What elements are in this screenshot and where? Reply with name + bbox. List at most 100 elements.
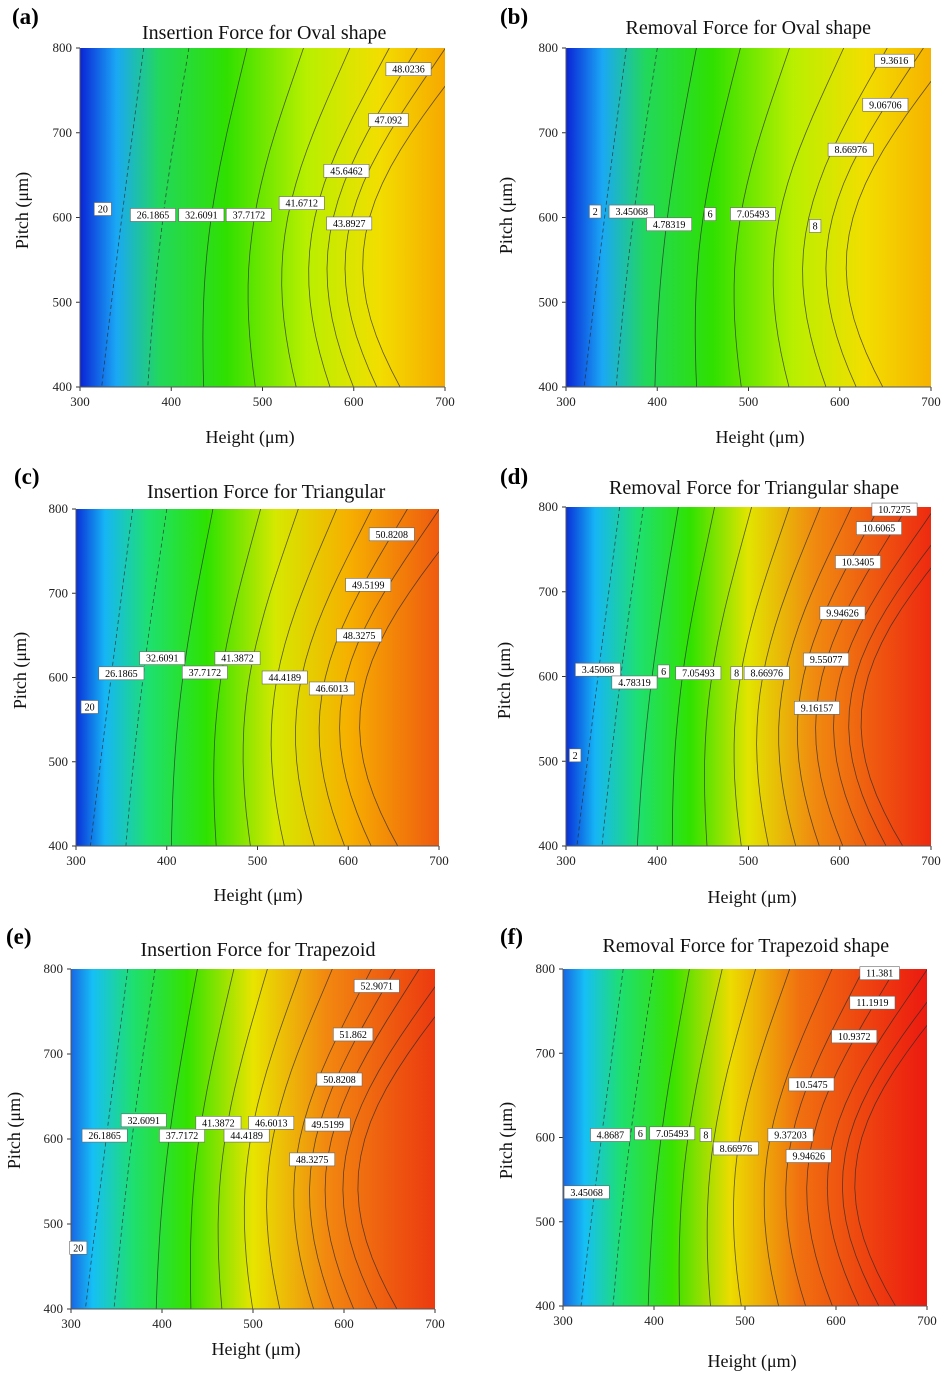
svg-text:32.6091: 32.6091 [185, 210, 218, 221]
x-tick-label: 700 [917, 1313, 937, 1328]
y-tick-label: 400 [44, 1301, 64, 1316]
contour-label: 9.06706 [862, 97, 909, 112]
contour-line [189, 969, 235, 1309]
contour-line [778, 507, 852, 846]
contour-label: 41.3872 [214, 651, 261, 665]
contour-label: 37.7172 [181, 665, 228, 680]
x-axis-label: Height (μm) [213, 885, 303, 905]
contour-label: 7.05493 [649, 1126, 696, 1141]
svg-text:3.45068: 3.45068 [570, 1188, 603, 1199]
contour-line [202, 48, 248, 387]
contour-line [243, 969, 302, 1309]
contour-label: 4.78319 [611, 675, 658, 690]
svg-text:37.7172: 37.7172 [166, 1131, 199, 1142]
x-tick-label: 300 [556, 394, 576, 409]
contour-label: 26.1865 [98, 666, 145, 681]
x-axis-label: Height (μm) [707, 887, 797, 907]
svg-text:4.78319: 4.78319 [618, 678, 651, 689]
contour-label: 26.1865 [130, 208, 176, 222]
contour-label: 7.05493 [730, 207, 776, 221]
x-axis-label: Height (μm) [205, 427, 295, 447]
contour-line [580, 969, 624, 1306]
contour-label: 9.94626 [819, 606, 866, 620]
y-tick-label: 800 [539, 499, 559, 514]
svg-text:44.4189: 44.4189 [230, 1131, 263, 1142]
x-axis-label: Height (μm) [707, 1351, 797, 1371]
y-tick-label: 500 [44, 1216, 64, 1231]
svg-text:9.37203: 9.37203 [774, 1130, 807, 1141]
contour-label: 10.9372 [831, 1029, 878, 1044]
contour-line [242, 509, 299, 846]
y-tick-label: 400 [539, 838, 559, 853]
contour-label: 4.78319 [646, 217, 693, 232]
contour-label: 26.1865 [81, 1128, 128, 1143]
contour-line [344, 48, 445, 387]
svg-text:41.3872: 41.3872 [221, 654, 254, 665]
contour-line [854, 1024, 927, 1306]
contour-line [85, 969, 129, 1309]
contour-line [636, 507, 679, 846]
y-tick-label: 800 [539, 40, 559, 55]
svg-text:10.6065: 10.6065 [863, 524, 896, 535]
contour-label: 43.8927 [326, 216, 373, 231]
svg-text:20: 20 [85, 702, 95, 713]
contour-label: 3.45068 [575, 662, 621, 677]
svg-text:10.3405: 10.3405 [842, 558, 875, 569]
contour-line [309, 969, 396, 1309]
contour-line [772, 48, 845, 387]
x-tick-label: 400 [648, 394, 668, 409]
x-tick-label: 400 [162, 394, 182, 409]
y-axis-label: Pitch (μm) [493, 641, 514, 719]
svg-text:26.1865: 26.1865 [105, 669, 138, 680]
chart-title: Insertion Force for Trapezoid [140, 939, 376, 961]
y-tick-label: 600 [539, 210, 559, 225]
contour-line [826, 969, 927, 1306]
svg-text:46.6013: 46.6013 [316, 684, 349, 695]
contour-label: 49.5199 [345, 578, 392, 592]
contour-line [217, 969, 268, 1309]
contour-line [615, 48, 658, 387]
contour-label: 10.3405 [835, 555, 881, 569]
svg-text:7.05493: 7.05493 [682, 669, 715, 680]
svg-text:41.3872: 41.3872 [202, 1118, 235, 1129]
panel-letter: (e) [6, 924, 32, 949]
y-tick-label: 400 [536, 1298, 556, 1313]
svg-text:9.16157: 9.16157 [801, 703, 834, 714]
x-tick-label: 500 [739, 394, 759, 409]
x-tick-label: 600 [830, 853, 850, 868]
contour-label: 6 [657, 664, 670, 679]
contour-label: 51.862 [332, 1027, 374, 1042]
heatmap-surface [566, 48, 931, 387]
contour-line [113, 969, 156, 1309]
svg-text:3.45068: 3.45068 [582, 665, 615, 676]
contour-line [308, 48, 390, 387]
x-tick-label: 500 [243, 1316, 263, 1331]
contour-label: 8.66976 [712, 1141, 759, 1156]
svg-text:10.7275: 10.7275 [878, 505, 911, 516]
chart-title: Insertion Force for Oval shape [142, 22, 387, 44]
contour-label: 48.3275 [336, 628, 383, 643]
contour-label: 37.7172 [225, 208, 272, 222]
contour-label: 52.9071 [353, 979, 400, 993]
contour-label: 8.66976 [743, 666, 790, 680]
x-tick-label: 500 [739, 853, 759, 868]
x-tick-label: 300 [70, 394, 90, 409]
x-tick-label: 700 [429, 853, 449, 868]
y-tick-label: 600 [44, 1131, 64, 1146]
contour-label: 6 [704, 207, 717, 221]
contour-line [612, 969, 655, 1306]
contour-line [704, 507, 752, 846]
svg-text:46.6013: 46.6013 [255, 1118, 288, 1129]
svg-text:52.9071: 52.9071 [361, 982, 394, 993]
chart-title: Removal Force for Trapezoid shape [602, 935, 890, 957]
contour-label: 44.4189 [223, 1128, 270, 1143]
contour-line [583, 48, 627, 387]
contour-line [678, 969, 723, 1306]
contour-label: 7.05493 [675, 666, 722, 680]
y-axis-label: Pitch (μm) [495, 1101, 516, 1179]
svg-text:50.8208: 50.8208 [323, 1075, 356, 1086]
contour-line [293, 969, 372, 1309]
contour-line [802, 48, 888, 387]
contour-line [213, 509, 261, 846]
